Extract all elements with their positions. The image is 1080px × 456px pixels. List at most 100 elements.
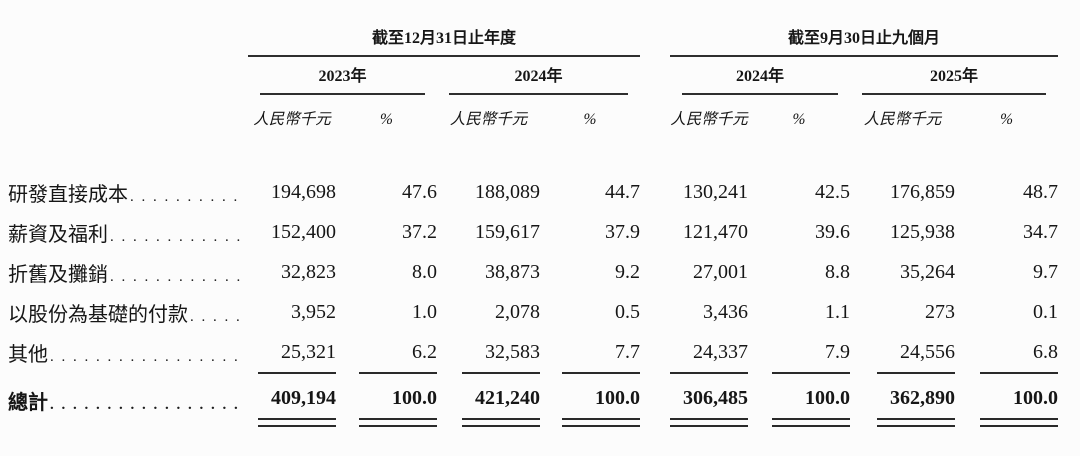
table-body: 研發直接成本 194,698 47.6 188,089 44.7 130,241 42.5 1…: [8, 172, 1059, 450]
value-cell: 9.7: [1033, 260, 1059, 283]
value-cell: 3,952: [291, 300, 336, 323]
value-cell: 0.5: [615, 300, 641, 323]
header-spacer: [8, 12, 248, 56]
year-header-2024-9m: 2024年: [670, 56, 850, 95]
value-cell: 47.6: [402, 180, 437, 203]
percent-header: %: [792, 111, 806, 128]
value-cell: 48.7: [1023, 180, 1059, 203]
value-cell: 42.5: [815, 180, 851, 203]
value-cell: 409,194: [248, 372, 336, 450]
table-row: 研發直接成本 194,698 47.6 188,089 44.7 130,241 42.5 1…: [8, 172, 1058, 212]
value-cell: 100.0: [955, 372, 1059, 450]
percent-header: %: [380, 111, 393, 128]
value-cell: 44.7: [605, 180, 641, 203]
value-cell: 176,859: [890, 180, 956, 203]
value-cell: 37.9: [605, 220, 641, 243]
year-header-2023: 2023年: [248, 56, 437, 95]
row-label-text: 研發直接成本: [8, 183, 128, 206]
value-cell: 7.7: [615, 340, 641, 363]
column-gap: [640, 252, 670, 292]
unit-header: 人民幣千元: [863, 111, 942, 128]
value-cell: 152,400: [271, 220, 336, 243]
total-row: 總計 409,194 100.0 421,240 100.0 306,485 100.0 36…: [8, 372, 1059, 450]
column-gap: [640, 212, 670, 252]
value-cell: 35,264: [900, 260, 956, 283]
value-cell: 194,698: [271, 180, 336, 203]
total-top-rule: [462, 372, 540, 374]
value-cell: 2,078: [495, 300, 540, 323]
column-gap: [640, 372, 670, 450]
total-value: 100.0: [805, 387, 851, 409]
value-cell: 1.1: [825, 300, 851, 323]
dot-leader: [110, 264, 244, 287]
value-cell: 159,617: [475, 220, 540, 243]
total-double-rule: [562, 418, 641, 427]
value-cell: 130,241: [683, 180, 749, 203]
value-cell: 6.2: [412, 340, 437, 363]
value-cell: 125,938: [890, 220, 956, 243]
rd-expense-table: 截至12月31日止年度 截至9月30日止九個月 2023年 2024年 2024…: [8, 12, 1059, 450]
dot-leader: [50, 392, 244, 415]
total-top-rule: [772, 372, 851, 374]
value-cell: 7.9: [825, 340, 851, 363]
value-cell: 121,470: [683, 220, 749, 243]
total-value: 362,890: [890, 387, 956, 409]
value-cell: 188,089: [475, 180, 540, 203]
total-double-rule: [359, 418, 437, 427]
period-group-row: 截至12月31日止年度 截至9月30日止九個月: [8, 12, 1059, 57]
column-gap: [640, 95, 670, 132]
row-label-text: 以股份為基礎的付款: [8, 303, 188, 326]
year-header-2025: 2025年: [850, 56, 1058, 95]
value-cell: 8.8: [825, 260, 851, 283]
row-label: 總計: [8, 372, 248, 450]
value-cell: 39.6: [815, 220, 851, 243]
value-cell: 6.8: [1033, 340, 1059, 363]
value-cell: 306,485: [670, 372, 749, 450]
value-cell: 24,337: [693, 340, 749, 363]
total-top-rule: [258, 372, 336, 374]
value-cell: 25,321: [281, 340, 336, 363]
value-cell: 100.0: [748, 372, 851, 450]
value-cell: 1.0: [412, 300, 437, 323]
header-spacer: [8, 95, 248, 132]
column-gap: [640, 292, 670, 332]
value-cell: 3,436: [703, 300, 749, 323]
unit-header: 人民幣千元: [449, 111, 528, 128]
row-label-text: 折舊及攤銷: [8, 263, 108, 286]
value-cell: 362,890: [850, 372, 956, 450]
row-label-text: 其他: [8, 343, 48, 366]
percent-header: %: [1000, 111, 1013, 128]
column-gap: [640, 56, 670, 95]
total-value: 421,240: [475, 387, 540, 409]
row-label: 以股份為基礎的付款: [8, 292, 248, 332]
value-cell: 100.0: [540, 372, 641, 450]
header-spacer: [8, 56, 248, 95]
period-group-annual: 截至12月31日止年度: [248, 12, 641, 57]
total-value: 306,485: [683, 387, 749, 409]
year-header-2024: 2024年: [437, 56, 640, 95]
total-double-rule: [772, 418, 851, 427]
value-cell: 37.2: [402, 220, 437, 243]
row-label: 研發直接成本: [8, 172, 248, 212]
table-row: 折舊及攤銷 32,823 8.0 38,873 9.2 27,001 8.8 35,264 9.…: [8, 252, 1058, 292]
value-cell: 9.2: [615, 260, 641, 283]
total-top-rule: [980, 372, 1059, 374]
row-label-text: 總計: [8, 392, 48, 414]
value-cell: 273: [925, 300, 956, 323]
spacer-row: [8, 132, 1058, 172]
total-top-rule: [670, 372, 749, 374]
value-cell: 32,823: [281, 260, 336, 283]
table-header: 截至12月31日止年度 截至9月30日止九個月 2023年 2024年 2024…: [8, 12, 1059, 172]
total-value: 409,194: [271, 387, 336, 409]
total-value: 100.0: [595, 387, 641, 409]
unit-header: 人民幣千元: [670, 111, 748, 128]
total-double-rule: [462, 418, 540, 427]
column-gap: [640, 12, 670, 56]
table-row: 以股份為基礎的付款 3,952 1.0 2,078 0.5 3,436 1.1 273 0.1: [8, 292, 1058, 332]
period-group-nine-months: 截至9月30日止九個月: [670, 12, 1059, 57]
total-top-rule: [359, 372, 437, 374]
dot-leader: [50, 344, 244, 367]
value-cell: 421,240: [437, 372, 540, 450]
row-label: 折舊及攤銷: [8, 252, 248, 292]
row-label: 其他: [8, 332, 248, 372]
